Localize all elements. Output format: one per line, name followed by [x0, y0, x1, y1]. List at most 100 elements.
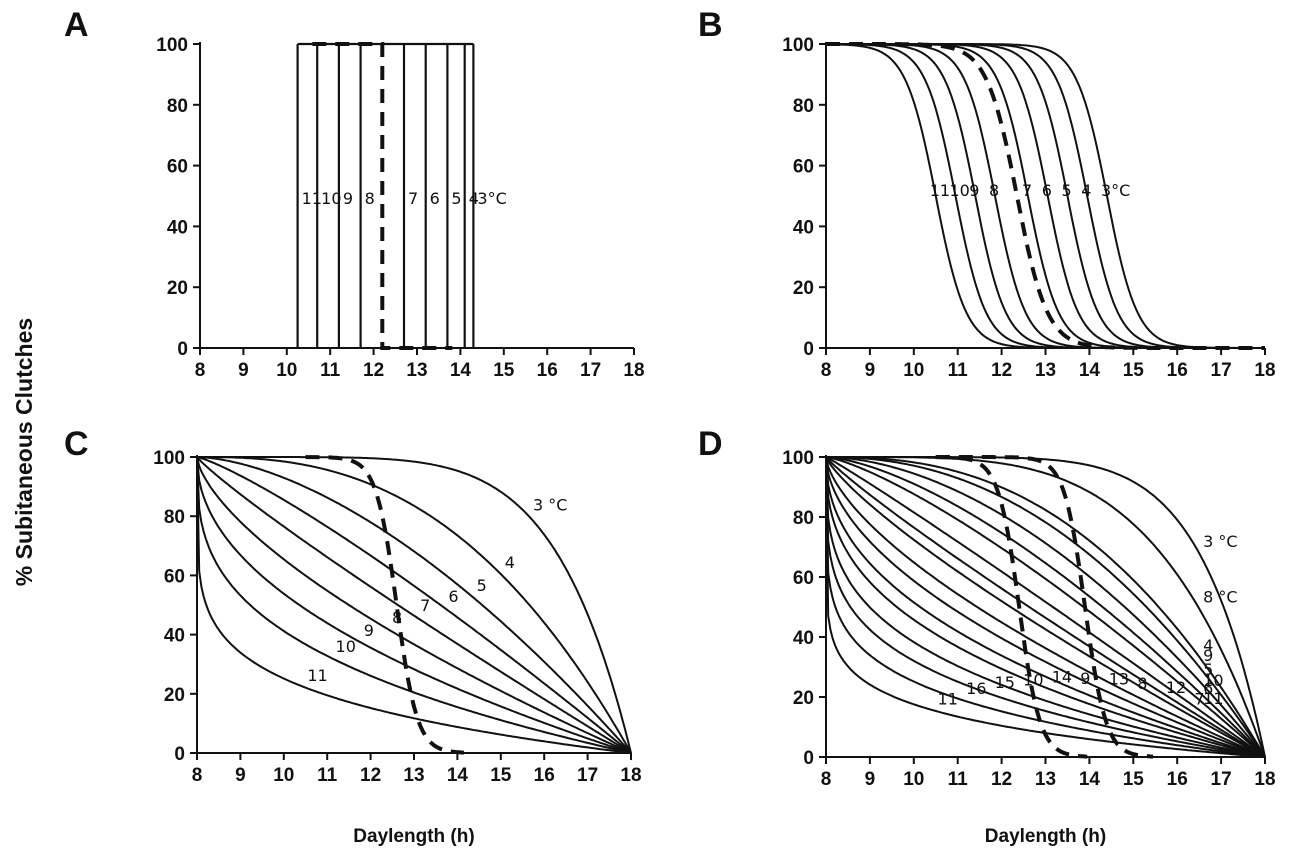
series-line: [825, 456, 1266, 758]
series-line: [196, 456, 632, 754]
series-label: 4: [505, 553, 515, 572]
x-tick-label: 17: [1211, 360, 1232, 381]
y-tick-label: 20: [164, 685, 185, 706]
x-tick-label: 12: [991, 360, 1012, 381]
x-tick-label: 9: [235, 765, 246, 786]
series-label: 6: [1203, 679, 1213, 698]
y-tick-label: 100: [153, 448, 185, 469]
x-tick-label: 10: [273, 765, 294, 786]
series-label: 13: [1109, 670, 1129, 689]
series-label: 9: [1203, 646, 1213, 665]
series-line: [825, 456, 1266, 758]
x-tick-label: 16: [534, 765, 555, 786]
x-tick-label: 16: [1167, 360, 1188, 381]
series-label: 10: [950, 181, 970, 200]
series-label: 10: [336, 637, 356, 656]
y-tick-label: 60: [167, 157, 188, 178]
series-line: [196, 456, 632, 754]
y-tick-label: 100: [782, 35, 814, 56]
y-tick-label: 40: [164, 626, 185, 647]
series-label: 12: [1166, 678, 1186, 697]
series-line: [196, 456, 632, 754]
x-tick-label: 17: [577, 765, 598, 786]
series-line: [825, 456, 1266, 758]
series-label: 5: [477, 576, 487, 595]
y-tick-label: 100: [156, 35, 188, 56]
x-tick-label: 11: [948, 360, 969, 381]
series-line: [825, 456, 1266, 758]
y-tick-label: 80: [164, 507, 185, 528]
x-tick-label: 11: [317, 765, 338, 786]
panel-letter: B: [698, 6, 723, 44]
y-tick-label: 20: [167, 278, 188, 299]
y-tick-label: 0: [174, 744, 185, 765]
panel-letter: D: [698, 425, 723, 463]
series-label: 9: [1080, 669, 1090, 688]
x-axis-title: Daylength (h): [353, 826, 474, 847]
x-tick-label: 13: [406, 360, 427, 381]
series-line: [825, 456, 1266, 758]
x-tick-label: 17: [580, 360, 601, 381]
series-line: [196, 456, 632, 754]
series-label: 14: [1052, 667, 1072, 686]
series-line: [825, 456, 1266, 758]
x-tick-label: 13: [1035, 360, 1056, 381]
series-label: 7: [1022, 181, 1032, 200]
x-tick-label: 11: [320, 360, 341, 381]
series-line: [826, 43, 1265, 349]
series-label: 9: [969, 181, 979, 200]
y-tick-label: 20: [793, 278, 814, 299]
series-line: [826, 456, 1266, 758]
panel-letter: A: [64, 6, 89, 44]
series-label: 5: [1203, 660, 1213, 679]
series-label: 11: [302, 189, 322, 208]
x-tick-label: 18: [620, 765, 641, 786]
series-label: 7: [420, 596, 430, 615]
y-tick-label: 80: [167, 96, 188, 117]
y-tick-label: 100: [782, 448, 814, 469]
x-tick-label: 12: [991, 769, 1012, 790]
series-label: 4: [1203, 636, 1213, 655]
series-line: [197, 456, 632, 754]
series-line: [197, 456, 632, 754]
x-tick-label: 8: [192, 765, 203, 786]
series-label: 9: [364, 621, 374, 640]
x-tick-label: 15: [1123, 769, 1145, 790]
x-tick-label: 10: [903, 769, 924, 790]
x-tick-label: 8: [821, 769, 832, 790]
x-tick-label: 10: [903, 360, 924, 381]
x-tick-label: 13: [403, 765, 424, 786]
x-tick-label: 15: [493, 360, 515, 381]
series-label: 5: [1061, 181, 1071, 200]
x-tick-label: 8: [821, 360, 832, 381]
series-label: 3 °C: [533, 495, 567, 514]
x-tick-label: 14: [1079, 360, 1101, 381]
series-label: 3°C: [1101, 181, 1130, 200]
y-tick-label: 40: [793, 217, 814, 238]
panel-letter: C: [64, 425, 89, 463]
series-label: 7: [1194, 690, 1204, 709]
series-line: [196, 456, 632, 754]
series-label: 9: [343, 189, 353, 208]
x-tick-label: 14: [447, 765, 469, 786]
series-label: 11: [938, 689, 958, 708]
series-line: [826, 456, 1266, 758]
x-axis-title: Daylength (h): [985, 826, 1106, 847]
y-tick-label: 80: [793, 508, 814, 529]
y-tick-label: 40: [793, 628, 814, 649]
y-tick-label: 20: [793, 688, 814, 709]
x-tick-label: 17: [1211, 769, 1232, 790]
series-line: [825, 456, 1266, 758]
series-line: [826, 456, 1266, 758]
x-tick-label: 10: [276, 360, 297, 381]
series-label: 4: [1081, 181, 1091, 200]
series-line: [825, 456, 1266, 758]
series-line: [825, 456, 1266, 758]
series-line: [826, 456, 1266, 758]
x-tick-label: 8: [195, 360, 206, 381]
series-label: 6: [430, 189, 440, 208]
series-label: 7: [408, 189, 418, 208]
